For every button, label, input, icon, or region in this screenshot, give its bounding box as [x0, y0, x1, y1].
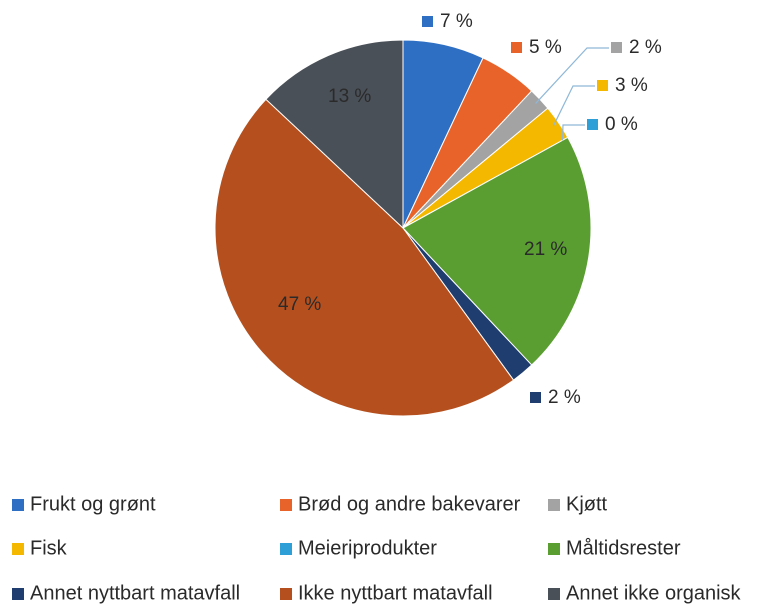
- legend-label: Annet nyttbart matavfall: [30, 582, 240, 604]
- label-marker: [260, 299, 271, 310]
- pie-slice: [265, 39, 404, 230]
- leader-line: [535, 47, 609, 104]
- legend-label: Frukt og grønt: [30, 493, 156, 515]
- legend-marker: [280, 543, 292, 555]
- legend-label: Måltidsrester: [566, 537, 681, 559]
- data-label: 2 %: [548, 387, 581, 408]
- legend-marker: [280, 499, 292, 511]
- legend-marker: [12, 588, 24, 600]
- legend-label: Annet ikke organisk: [566, 582, 742, 604]
- label-marker: [597, 80, 608, 91]
- data-label: 7 %: [440, 11, 473, 32]
- label-marker: [511, 42, 522, 53]
- data-label: 3 %: [615, 75, 648, 96]
- label-marker: [422, 16, 433, 27]
- legend-label: Ikke nyttbart matavfall: [298, 582, 493, 604]
- data-label: 13 %: [328, 86, 371, 107]
- data-label: 47 %: [278, 294, 321, 315]
- label-marker: [310, 91, 321, 102]
- legend-label: Meieriprodukter: [298, 537, 437, 559]
- data-label: 2 %: [629, 37, 662, 58]
- pie-slice: [214, 98, 515, 417]
- legend-marker: [548, 543, 560, 555]
- data-label: 5 %: [529, 37, 562, 58]
- legend-marker: [280, 588, 292, 600]
- legend-marker: [12, 499, 24, 511]
- pie-slice: [402, 136, 592, 366]
- data-label: 21 %: [524, 239, 567, 260]
- label-marker: [611, 42, 622, 53]
- legend-label: Kjøtt: [566, 493, 608, 515]
- leader-line: [552, 85, 595, 126]
- legend-marker: [548, 588, 560, 600]
- legend-label: Fisk: [30, 537, 68, 559]
- legend-marker: [12, 543, 24, 555]
- data-label: 0 %: [605, 114, 638, 135]
- legend-marker: [548, 499, 560, 511]
- label-marker: [506, 244, 517, 255]
- leader-line: [561, 124, 585, 141]
- label-marker: [587, 119, 598, 130]
- legend-label: Brød og andre bakevarer: [298, 493, 521, 515]
- label-marker: [530, 392, 541, 403]
